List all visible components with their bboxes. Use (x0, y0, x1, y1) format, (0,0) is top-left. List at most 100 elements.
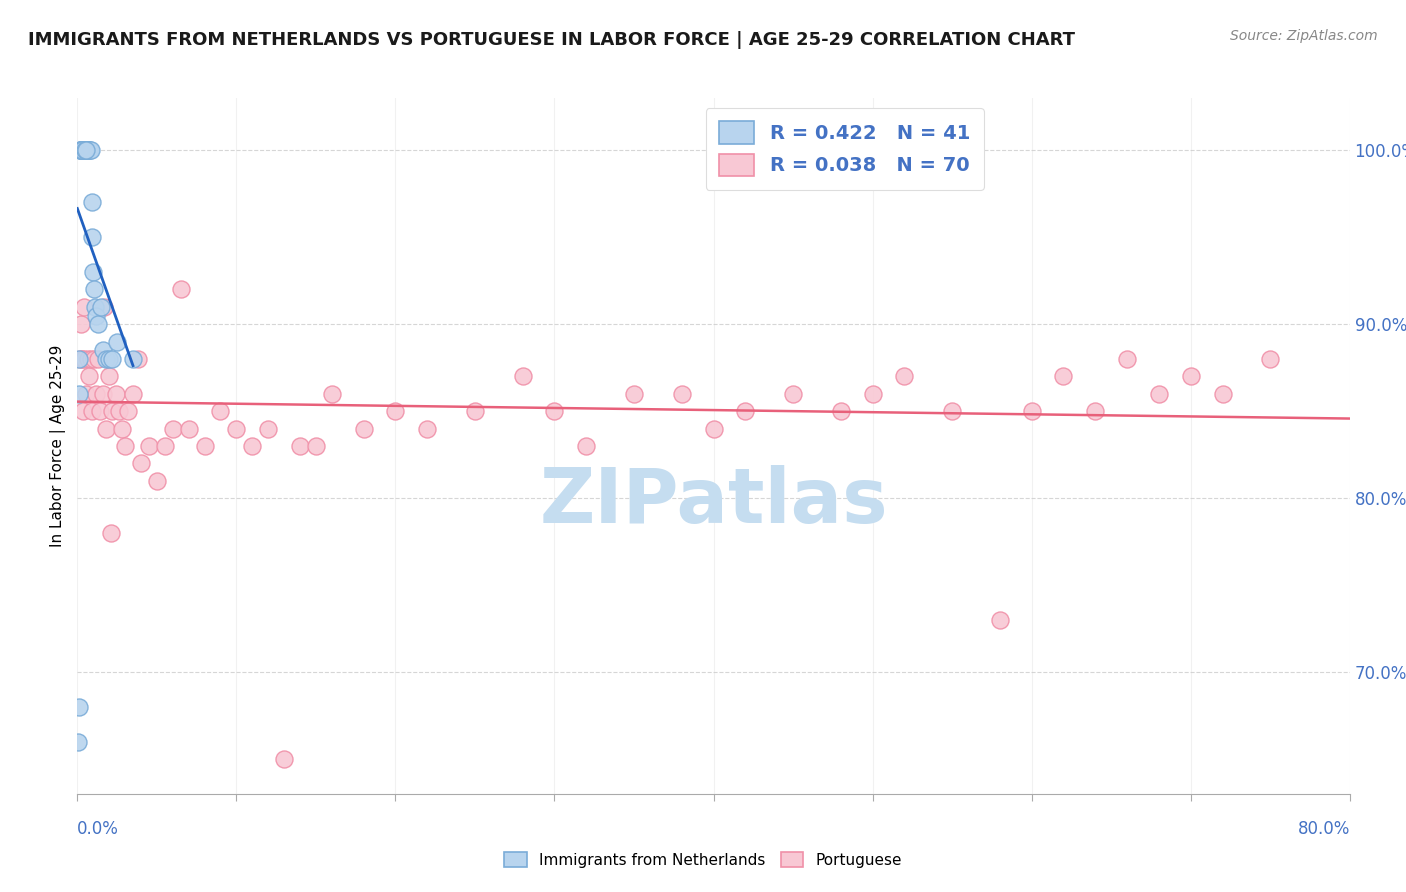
Point (94, 421, 117, 435)
Point (94, 351, 117, 366)
Point (77, 143, 100, 157)
Point (86, 309, 108, 323)
Point (90, 300, 112, 314)
Text: ZIPatlas: ZIPatlas (540, 465, 887, 539)
Point (75, 143, 97, 157)
Point (98, 369, 121, 384)
Point (75, 143, 97, 157)
Point (67, 386, 90, 401)
Point (104, 386, 127, 401)
Point (72, 404, 94, 418)
Point (127, 351, 149, 366)
Point (83, 282, 105, 296)
Point (84, 386, 107, 401)
Point (67, 699, 90, 714)
Point (73, 143, 96, 157)
Point (82, 265, 104, 279)
Point (117, 404, 139, 418)
Point (941, 404, 963, 418)
Point (77, 143, 100, 157)
Point (122, 351, 145, 366)
Point (69, 143, 91, 157)
Point (69, 317, 91, 331)
Point (893, 369, 915, 384)
Point (83, 300, 105, 314)
Point (70, 143, 93, 157)
Point (353, 421, 375, 435)
Point (101, 404, 124, 418)
Point (1258, 351, 1281, 366)
Point (170, 282, 193, 296)
Point (177, 421, 200, 435)
Point (138, 439, 160, 453)
Point (1084, 404, 1107, 418)
Point (82, 230, 104, 244)
Point (162, 421, 184, 435)
Point (575, 439, 598, 453)
Point (111, 421, 134, 435)
Point (73, 143, 96, 157)
Point (75, 143, 97, 157)
Point (70, 143, 93, 157)
Point (75, 386, 97, 401)
Point (83, 351, 105, 366)
Point (105, 334, 128, 349)
Point (79, 143, 101, 157)
Point (69, 351, 91, 366)
Text: Source: ZipAtlas.com: Source: ZipAtlas.com (1230, 29, 1378, 43)
Point (98, 351, 121, 366)
Point (76, 351, 98, 366)
Point (1052, 369, 1074, 384)
Point (1147, 386, 1170, 401)
Point (69, 143, 91, 157)
Point (543, 404, 565, 418)
Point (1212, 386, 1234, 401)
Point (100, 525, 122, 540)
Y-axis label: In Labor Force | Age 25-29: In Labor Force | Age 25-29 (51, 345, 66, 547)
Point (93, 300, 115, 314)
Point (305, 439, 328, 453)
Point (73, 143, 96, 157)
Point (129, 456, 152, 470)
Point (782, 386, 804, 401)
Point (225, 421, 247, 435)
Text: 80.0%: 80.0% (1298, 820, 1350, 838)
Point (87, 317, 110, 331)
Point (153, 439, 176, 453)
Point (73, 143, 96, 157)
Point (80, 195, 103, 210)
Point (72, 143, 94, 157)
Point (87, 351, 110, 366)
Point (146, 474, 169, 488)
Point (89, 404, 111, 418)
Point (91, 386, 114, 401)
Point (194, 439, 217, 453)
Point (988, 613, 1011, 627)
Point (101, 351, 124, 366)
Point (1116, 351, 1139, 366)
Point (384, 404, 406, 418)
Point (72, 143, 94, 157)
Point (70, 351, 93, 366)
Point (209, 404, 232, 418)
Point (82, 404, 104, 418)
Point (830, 404, 852, 418)
Point (73, 300, 96, 314)
Point (72, 143, 94, 157)
Point (69, 143, 91, 157)
Legend: R = 0.422   N = 41, R = 0.038   N = 70: R = 0.422 N = 41, R = 0.038 N = 70 (706, 108, 984, 190)
Legend: Immigrants from Netherlands, Portuguese: Immigrants from Netherlands, Portuguese (496, 844, 910, 875)
Point (416, 421, 439, 435)
Point (240, 439, 263, 453)
Point (671, 386, 693, 401)
Point (107, 404, 129, 418)
Point (623, 386, 645, 401)
Text: IMMIGRANTS FROM NETHERLANDS VS PORTUGUESE IN LABOR FORCE | AGE 25-29 CORRELATION: IMMIGRANTS FROM NETHERLANDS VS PORTUGUES… (28, 31, 1076, 49)
Point (114, 439, 136, 453)
Point (75, 143, 97, 157)
Point (76, 143, 98, 157)
Point (67, 351, 90, 366)
Text: 0.0%: 0.0% (77, 820, 120, 838)
Point (703, 421, 725, 435)
Point (512, 369, 534, 384)
